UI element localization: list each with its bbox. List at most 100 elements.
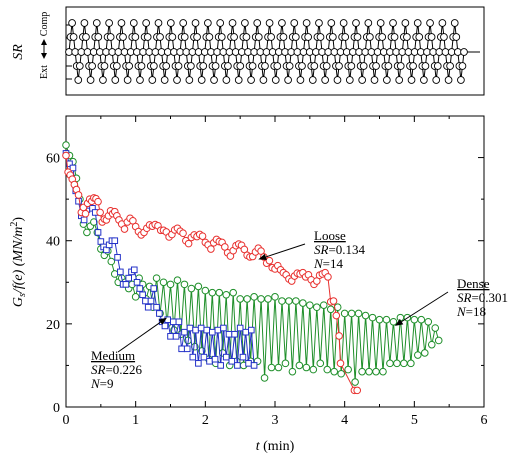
data-point-dense — [194, 282, 203, 291]
sr-waveform-point — [111, 76, 120, 84]
sr-waveform-point — [273, 62, 282, 70]
sr-waveform-point — [322, 62, 331, 70]
data-point-dense — [400, 359, 408, 368]
sr-waveform-point — [383, 76, 391, 84]
series-layer — [62, 141, 443, 395]
x-tick-label: 1 — [132, 413, 139, 428]
data-point-medium — [250, 362, 258, 369]
sr-waveform-point — [370, 76, 379, 84]
sr-waveform-point — [168, 33, 177, 41]
sr-waveform-point — [452, 33, 461, 41]
annotation-n: N=9 — [90, 376, 114, 391]
sr-waveform-point — [105, 19, 113, 27]
sr-waveform-point — [248, 62, 257, 70]
data-point-medium — [236, 324, 244, 332]
sr-waveform-point — [457, 76, 465, 84]
sr-waveform-point — [205, 33, 214, 41]
sr-waveform-point — [129, 19, 138, 27]
sr-waveform-point — [259, 76, 268, 84]
sr-waveform-point — [458, 62, 467, 70]
sr-waveform-point — [376, 19, 385, 27]
sr-waveform-point — [396, 62, 405, 70]
x-tick-label: 6 — [481, 413, 488, 428]
data-point-dense — [83, 228, 91, 237]
data-point-medium — [222, 353, 230, 361]
annotation-arrow-line — [117, 321, 161, 353]
sr-waveform-point — [427, 33, 436, 41]
data-point-dense — [159, 278, 168, 287]
x-tick-label: 4 — [341, 413, 348, 428]
annotation-sr: SR=0.301 — [457, 290, 508, 305]
sr-waveform-point — [230, 33, 238, 41]
sr-waveform-point — [310, 62, 319, 70]
sr-waveform-point — [279, 33, 288, 41]
data-point-medium — [175, 318, 183, 326]
sr-waveform-point — [333, 76, 342, 84]
data-point-dense — [201, 286, 210, 295]
sr-waveform-point — [123, 76, 132, 84]
x-axis-label: t (min) — [256, 439, 295, 454]
sr-waveform-point — [92, 19, 101, 27]
sr-waveform-point — [88, 62, 96, 70]
y-tick-label: 60 — [46, 152, 60, 167]
sr-waveform-point — [136, 76, 144, 84]
data-point-dense — [330, 367, 339, 376]
sr-waveform-point — [407, 76, 416, 84]
data-point-medium — [117, 268, 124, 276]
sr-waveform-point — [173, 76, 181, 84]
sr-waveform-point — [148, 76, 157, 84]
data-point-loose — [335, 332, 343, 340]
sr-waveform-point — [302, 19, 311, 27]
sr-waveform-point — [341, 33, 350, 41]
data-point-dense — [386, 359, 394, 368]
sr-panel: SR Ext Comp — [11, 6, 485, 96]
data-point-dense — [420, 349, 429, 357]
sr-waveform-point — [298, 62, 306, 70]
annotation-arrow-line — [401, 291, 449, 323]
data-point-dense — [236, 295, 244, 303]
data-point-medium — [169, 318, 177, 326]
data-point-loose — [120, 225, 129, 233]
data-point-dense — [340, 309, 349, 318]
y-tick-labels: 0 20 40 60 — [46, 152, 60, 416]
sr-waveform-point — [390, 33, 399, 41]
data-point-dense — [313, 303, 321, 312]
data-point-medium — [111, 237, 119, 245]
sr-waveform-point — [384, 62, 393, 70]
sr-waveform-point — [236, 62, 245, 70]
data-point-medium — [181, 328, 188, 336]
data-point-dense — [264, 295, 272, 303]
sr-waveform-point — [156, 33, 164, 41]
data-point-dense — [271, 293, 279, 301]
data-point-dense — [229, 288, 237, 297]
sr-waveform-point — [180, 33, 189, 41]
sr-waveform-point — [68, 19, 76, 27]
data-point-loose — [74, 191, 83, 199]
data-point-dense — [326, 305, 335, 314]
annotation-title: Dense — [457, 276, 490, 291]
data-point-dense — [215, 288, 224, 297]
data-point-dense — [361, 311, 370, 320]
data-point-dense — [351, 378, 359, 386]
data-point-medium — [133, 278, 141, 286]
sr-waveform-point — [359, 62, 368, 70]
sr-waveform-point — [364, 19, 373, 27]
data-point-dense — [368, 313, 377, 322]
data-point-medium — [139, 291, 146, 299]
data-point-dense — [267, 363, 276, 372]
data-point-dense — [382, 315, 391, 324]
sr-waveform-point — [339, 19, 348, 27]
sr-waveform-point — [179, 19, 188, 27]
sr-waveform-point — [112, 62, 121, 70]
sr-waveform-point — [204, 19, 212, 27]
sr-waveform-point — [321, 76, 329, 84]
data-point-dense — [257, 295, 265, 303]
sr-waveform-point — [199, 62, 208, 70]
data-point-dense — [424, 317, 433, 326]
annotations: LooseSR=0.134N=14MediumSR=0.226N=9DenseS… — [90, 228, 508, 391]
data-point-dense — [107, 257, 116, 266]
sr-waveform-point — [74, 76, 83, 84]
data-point-dense — [375, 315, 384, 324]
data-point-dense — [379, 367, 387, 376]
